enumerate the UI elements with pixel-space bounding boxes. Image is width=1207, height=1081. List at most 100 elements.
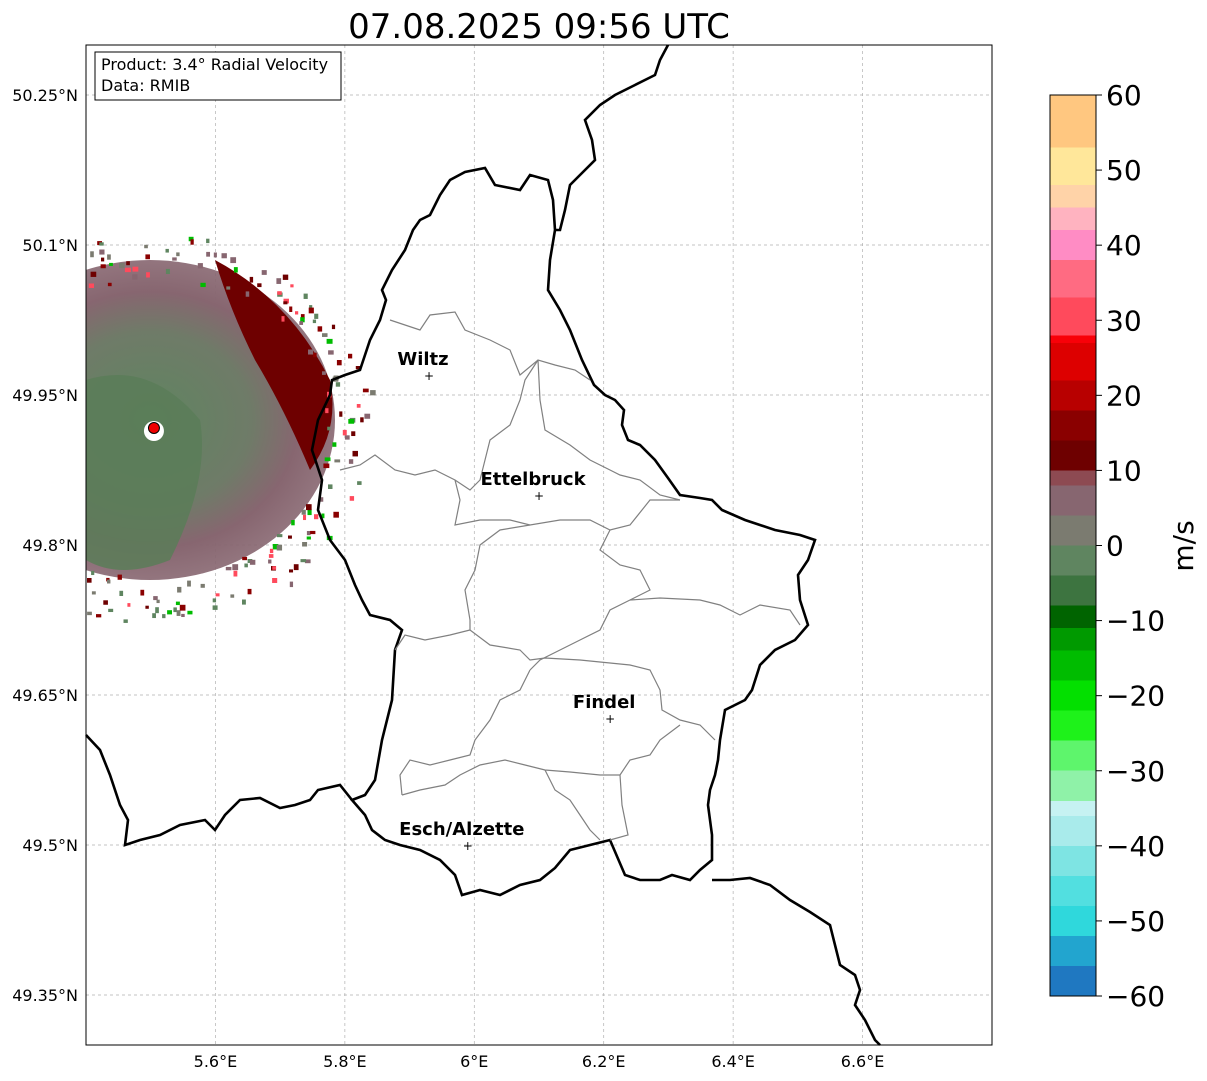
echo-speckle: [230, 257, 237, 264]
echo-speckle: [348, 459, 354, 464]
lat-tick-label: 49.95°N: [12, 386, 78, 405]
lon-tick-label: 6.2°E: [582, 1052, 626, 1071]
city-label: Findel: [573, 692, 636, 713]
echo-speckle: [34, 304, 38, 307]
echo-speckle: [272, 566, 277, 570]
echo-speckle: [323, 463, 330, 469]
echo-speckle: [300, 314, 305, 319]
echo-speckle: [124, 267, 131, 273]
echo-speckle: [303, 293, 308, 299]
echo-speckle: [328, 484, 333, 489]
colorbar-tick-label: −60: [1106, 980, 1165, 1013]
echo-speckle: [247, 588, 252, 595]
map-frame: [85, 44, 993, 1046]
colorbar-tick-label: 10: [1106, 454, 1142, 487]
echo-speckle: [319, 374, 324, 378]
echo-speckle: [152, 613, 156, 619]
echo-speckle: [79, 593, 82, 598]
echo-speckle: [302, 542, 308, 547]
echo-speckle: [145, 254, 150, 260]
echo-speckle: [319, 497, 324, 502]
echo-speckle: [276, 544, 283, 551]
echo-speckle: [34, 560, 39, 566]
radar-echoes: [0, 236, 376, 623]
echo-speckle: [291, 520, 295, 526]
echo-speckle: [58, 299, 61, 304]
echo-speckles: [0, 236, 376, 623]
echo-speckle: [314, 313, 319, 319]
echo-speckle: [215, 593, 220, 597]
echo-speckle: [56, 304, 59, 308]
echo-speckle: [281, 316, 285, 322]
echo-speckle: [190, 239, 194, 245]
echo-speckle: [277, 534, 283, 538]
echo-speckle: [59, 559, 64, 563]
echo-speckle: [308, 349, 314, 355]
echo-speckle: [272, 578, 278, 583]
echo-speckle: [283, 298, 289, 304]
echo-speckle: [304, 559, 311, 564]
echo-speckle: [306, 504, 312, 511]
echo-speckle: [167, 610, 173, 615]
echo-speckle: [40, 561, 46, 566]
echo-speckle: [0, 305, 2, 310]
echo-speckle: [91, 570, 95, 576]
echo-speckle: [162, 614, 166, 619]
lon-tick-label: 6.6°E: [841, 1052, 885, 1071]
echo-speckle: [301, 509, 306, 515]
info-box-frame: [94, 51, 342, 101]
echo-speckle: [132, 274, 138, 280]
echo-speckle: [334, 459, 341, 463]
echo-speckle: [8, 558, 12, 562]
echo-speckle: [364, 413, 371, 419]
echo-speckle: [290, 284, 294, 288]
city-marker-cross: +: [605, 712, 615, 726]
lat-tick-label: 50.1°N: [22, 236, 78, 255]
echo-speckle: [175, 601, 180, 606]
echo-speckle: [332, 442, 337, 447]
echo-speckle: [176, 610, 181, 616]
echo-speckle: [206, 251, 211, 257]
echo-speckle: [17, 328, 21, 332]
echo-speckle: [268, 554, 274, 558]
echo-speckle: [314, 514, 319, 520]
echo-speckle: [107, 282, 112, 287]
echo-speckle: [325, 408, 329, 414]
echo-speckle: [289, 569, 294, 573]
echo-speckle: [176, 252, 180, 257]
echo-speckle: [66, 285, 70, 291]
echo-speckle: [282, 274, 289, 280]
echo-speckle: [233, 570, 238, 577]
city-label: Esch/Alzette: [399, 819, 524, 840]
echo-speckle: [342, 429, 347, 436]
canton-boundaries: [339, 311, 801, 841]
echo-speckle: [331, 324, 336, 330]
radar-site: [143, 421, 164, 441]
echo-speckle: [312, 365, 318, 371]
echo-speckle: [357, 481, 362, 485]
colorbar: 60 50 40 30 20 10 0 −10 −20 −30 −40 −50 −60 m/s: [1049, 79, 1200, 1013]
echo-speckle: [41, 574, 45, 580]
echo-speckle: [309, 305, 313, 310]
echo-speckle: [356, 404, 361, 408]
echo-speckle: [34, 309, 40, 313]
echo-speckle: [91, 591, 96, 595]
colorbar-tick-label: −40: [1106, 830, 1165, 863]
city-label: Wiltz: [397, 349, 448, 370]
echo-speckle: [87, 578, 92, 583]
colorbar-gradient: [1049, 94, 1097, 997]
echo-speckle: [119, 262, 125, 269]
echo-speckle: [96, 614, 102, 618]
echo-speckle: [144, 244, 148, 249]
echo-speckle: [249, 559, 256, 565]
echo-speckle: [268, 559, 272, 564]
echo-negative-velocity-band: [86, 375, 202, 570]
echo-speckle: [212, 605, 218, 610]
echo-speckle: [335, 382, 341, 387]
echo-speckle: [370, 390, 376, 396]
echo-speckle: [313, 352, 317, 358]
colorbar-tick-label: −10: [1106, 605, 1165, 638]
echo-speckle: [360, 417, 364, 423]
echo-speckle: [233, 267, 238, 273]
echo-speckle: [145, 605, 149, 609]
